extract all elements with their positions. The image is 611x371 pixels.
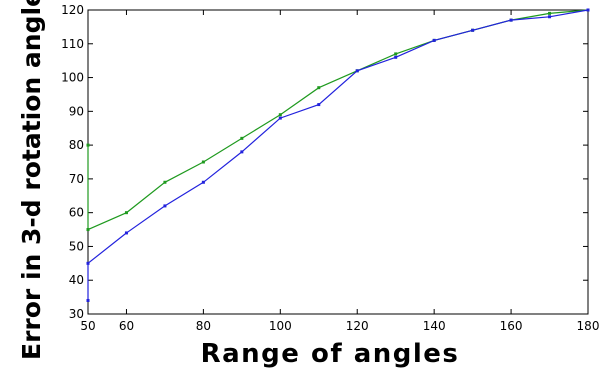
y-tick-label: 90 <box>69 104 84 118</box>
data-point <box>163 180 167 184</box>
series-line-1 <box>87 9 589 231</box>
x-tick-label: 140 <box>423 319 446 333</box>
y-axis-title: Error in 3-d rotation angle <box>17 0 46 360</box>
data-point <box>278 113 282 117</box>
x-tick-label: 120 <box>346 319 369 333</box>
y-tick-label: 50 <box>69 239 84 253</box>
data-point <box>86 261 90 265</box>
series-line-2 <box>87 9 589 301</box>
y-tick-label: 60 <box>69 206 84 220</box>
data-point <box>548 11 552 15</box>
data-point <box>240 136 244 140</box>
y-tick-label: 40 <box>69 273 84 287</box>
data-point <box>317 86 321 90</box>
x-tick-label: 100 <box>269 319 292 333</box>
data-point <box>471 28 475 32</box>
data-point <box>86 228 90 232</box>
tick-group: 50 60 80 100 120 140 160 180 30 40 50 60 70 80 90 100 11… <box>61 3 599 333</box>
data-point <box>240 150 244 154</box>
y-tick-label: 120 <box>61 3 84 17</box>
data-point <box>548 15 552 19</box>
data-point <box>509 18 513 22</box>
x-tick-label: 160 <box>500 319 523 333</box>
data-point <box>278 116 282 120</box>
data-point <box>86 143 90 147</box>
x-tick-label: 50 <box>80 319 95 333</box>
data-point <box>124 231 128 235</box>
y-tick-label: 110 <box>61 37 84 51</box>
data-point <box>163 204 167 208</box>
data-point <box>586 8 590 12</box>
data-point <box>317 103 321 107</box>
data-point <box>201 160 205 164</box>
y-tick-label: 70 <box>69 172 84 186</box>
x-tick-label: 80 <box>196 319 211 333</box>
y-tick-label: 100 <box>61 71 84 85</box>
x-tick-label: 60 <box>119 319 134 333</box>
data-point <box>124 211 128 215</box>
y-tick-label: 30 <box>69 307 84 321</box>
data-point <box>432 38 436 42</box>
data-point <box>394 52 398 56</box>
series-group <box>86 8 590 302</box>
data-point <box>86 298 90 302</box>
x-tick-label: 180 <box>577 319 600 333</box>
y-tick-label: 80 <box>69 138 84 152</box>
plot-frame <box>87 9 589 315</box>
x-axis-title: Range of angles <box>201 339 460 369</box>
data-point <box>394 55 398 59</box>
data-point <box>201 180 205 184</box>
data-point <box>355 69 359 73</box>
